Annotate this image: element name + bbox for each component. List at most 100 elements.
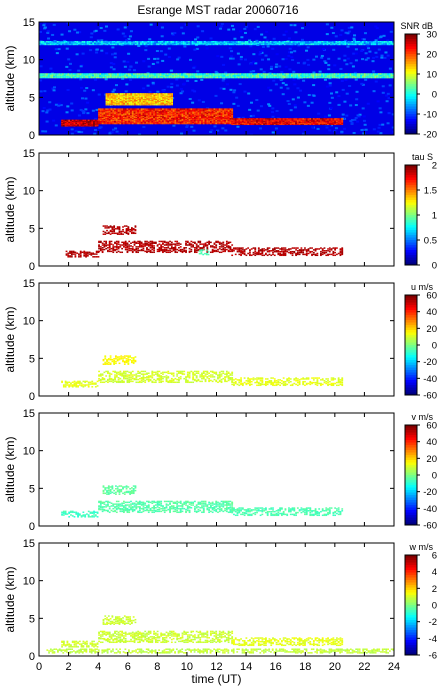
data-cell [160, 109, 163, 111]
data-cell [143, 43, 146, 46]
data-cell [142, 115, 145, 118]
snr-noise-cell [232, 102, 236, 105]
data-cell [225, 111, 228, 113]
data-cell [308, 40, 311, 43]
data-cell [229, 122, 232, 125]
data-cell [149, 94, 152, 97]
data-cell [171, 95, 174, 98]
data-cell [125, 75, 128, 77]
data-cell [248, 75, 251, 77]
snr-noise-cell [265, 30, 269, 33]
data-cell [347, 43, 350, 46]
data-cell [183, 120, 186, 123]
data-cell [216, 41, 219, 44]
data-cell [174, 120, 177, 123]
data-cell [150, 42, 153, 45]
data-cell [172, 113, 175, 116]
data-cell [158, 102, 161, 104]
data-cell [121, 103, 124, 106]
data-cell [206, 109, 209, 111]
data-cell [132, 97, 134, 100]
data-cell [248, 40, 251, 43]
data-cell [269, 43, 272, 46]
snr-noise-cell [44, 130, 48, 133]
data-cell [360, 42, 363, 45]
data-cell [232, 41, 235, 44]
data-cell [134, 43, 137, 46]
data-cell [169, 99, 172, 101]
data-cell [104, 40, 107, 43]
data-cell [137, 117, 139, 119]
data-cell [246, 43, 249, 46]
data-cell [342, 75, 345, 77]
data-cell [81, 40, 84, 43]
data-cell [334, 123, 337, 126]
data-cell [272, 119, 274, 121]
data-cell [307, 73, 309, 75]
snr-noise-cell [116, 28, 120, 31]
colorbar-frame [404, 33, 418, 135]
data-cell [320, 119, 322, 121]
data-cell [255, 40, 258, 43]
data-cell [117, 103, 120, 106]
data-cell [130, 116, 132, 118]
snr-noise-cell [320, 54, 324, 57]
data-cell [101, 75, 103, 78]
data-cell [90, 76, 93, 79]
data-cell [82, 119, 85, 122]
data-cell [78, 41, 80, 44]
data-cell [66, 121, 69, 123]
snr-noise-cell [288, 47, 292, 50]
data-cell [72, 251, 75, 254]
data-cell [86, 124, 88, 126]
snr-noise-cell [350, 26, 354, 29]
data-cell [165, 101, 168, 103]
y-tick-label: 10 [23, 55, 35, 67]
data-cell [167, 112, 170, 115]
data-cell [159, 75, 162, 78]
data-cell [287, 73, 290, 75]
data-cell [110, 93, 113, 95]
data-cell [96, 119, 99, 122]
snr-noise-cell [125, 39, 129, 42]
data-cell [117, 110, 120, 112]
data-cell [131, 112, 134, 115]
data-cell [162, 120, 164, 123]
data-cell [56, 42, 59, 45]
data-cell [110, 98, 113, 101]
data-cell [293, 123, 296, 126]
data-cell [47, 73, 50, 75]
data-cell [144, 119, 147, 121]
data-cell [263, 119, 266, 121]
data-cell [158, 116, 161, 118]
data-cell [132, 103, 134, 105]
snr-noise-cell [381, 85, 385, 88]
snr-noise-cell [328, 101, 332, 104]
data-cell [241, 119, 244, 122]
data-cell [204, 40, 206, 43]
data-cell [285, 76, 288, 79]
data-cell [117, 41, 119, 44]
data-cell [105, 94, 108, 96]
data-cell [257, 40, 260, 43]
data-cell [58, 74, 61, 76]
data-cell [160, 113, 163, 116]
data-cell [146, 95, 149, 98]
data-cell [337, 75, 339, 77]
data-cell [148, 98, 150, 101]
data-cell [165, 122, 168, 125]
data-cell [192, 114, 195, 117]
snr-noise-cell [171, 32, 175, 35]
data-cell [40, 74, 43, 76]
data-cell [269, 73, 272, 75]
data-cell [131, 120, 134, 122]
data-cell [309, 120, 312, 123]
data-cell [195, 108, 198, 110]
data-cell [114, 95, 117, 98]
data-cell [282, 75, 284, 78]
data-cell [164, 94, 166, 97]
data-cell [224, 109, 226, 111]
data-cell [331, 76, 334, 79]
data-cell [153, 119, 155, 121]
data-cell [88, 74, 91, 76]
